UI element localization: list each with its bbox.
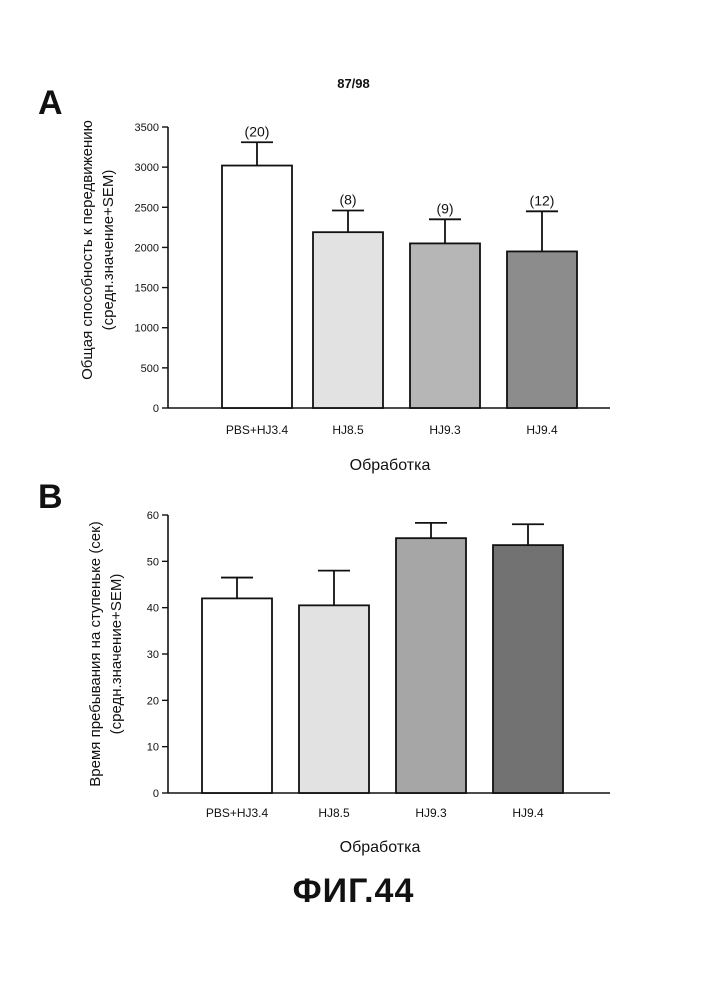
x-tick-label: PBS+HJ3.4 — [206, 806, 269, 820]
bar — [395, 537, 467, 794]
panel-b-group: 0 10 20 30 40 50 60 PBS+HJ3.4 HJ8.5 HJ9.3 HJ9.4 Обр… — [87, 510, 610, 856]
bar — [221, 164, 293, 409]
x-tick-label: PBS+HJ3.4 — [226, 423, 289, 437]
data-label: (20) — [245, 123, 270, 139]
y-tick-label: 0 — [153, 403, 159, 415]
x-tick-label: HJ9.3 — [415, 806, 447, 820]
y-axis-label: Время пребывания на ступеньке (сек) — [87, 521, 104, 786]
y-tick-label: 1500 — [135, 283, 159, 295]
y-tick-label: 500 — [141, 363, 159, 375]
x-axis-label: Обработка — [340, 839, 421, 856]
bar — [492, 544, 564, 794]
y-axis-label: (средн.значение+SEM) — [108, 574, 125, 735]
panel-a-group: 0 500 1000 1500 2000 2500 3000 3500 PBS+HJ3.4 (20… — [79, 120, 610, 474]
y-tick-label: 3500 — [135, 122, 159, 134]
data-label: (9) — [436, 200, 453, 216]
y-tick-label: 30 — [147, 649, 159, 661]
bar — [201, 597, 273, 794]
y-tick-label: 40 — [147, 603, 159, 615]
x-axis-label: Обработка — [350, 457, 431, 474]
page-number: 87/98 — [337, 76, 370, 91]
y-tick-label: 0 — [153, 788, 159, 800]
y-axis-label: Общая способность к передвижению — [79, 120, 96, 380]
y-tick-label: 50 — [147, 556, 159, 568]
bar — [298, 604, 370, 794]
y-tick-label: 60 — [147, 510, 159, 522]
y-axis-label: (средн.значение+SEM) — [100, 170, 117, 331]
panel-label-b: B — [38, 478, 63, 516]
x-tick-label: HJ8.5 — [332, 423, 364, 437]
data-label: (8) — [339, 191, 356, 207]
bar — [312, 231, 384, 409]
figure-caption: ФИГ.44 — [292, 872, 415, 910]
x-tick-label: HJ9.3 — [429, 423, 461, 437]
panel-label-a: A — [38, 84, 63, 122]
x-tick-label: HJ8.5 — [318, 806, 350, 820]
y-tick-label: 1000 — [135, 323, 159, 335]
y-tick-label: 3000 — [135, 162, 159, 174]
bar — [506, 250, 578, 409]
y-tick-label: 2000 — [135, 242, 159, 254]
x-tick-label: HJ9.4 — [526, 423, 558, 437]
y-tick-label: 10 — [147, 742, 159, 754]
x-tick-label: HJ9.4 — [512, 806, 544, 820]
y-tick-label: 2500 — [135, 202, 159, 214]
y-tick-label: 20 — [147, 695, 159, 707]
bar — [409, 242, 481, 409]
data-label: (12) — [530, 192, 555, 208]
